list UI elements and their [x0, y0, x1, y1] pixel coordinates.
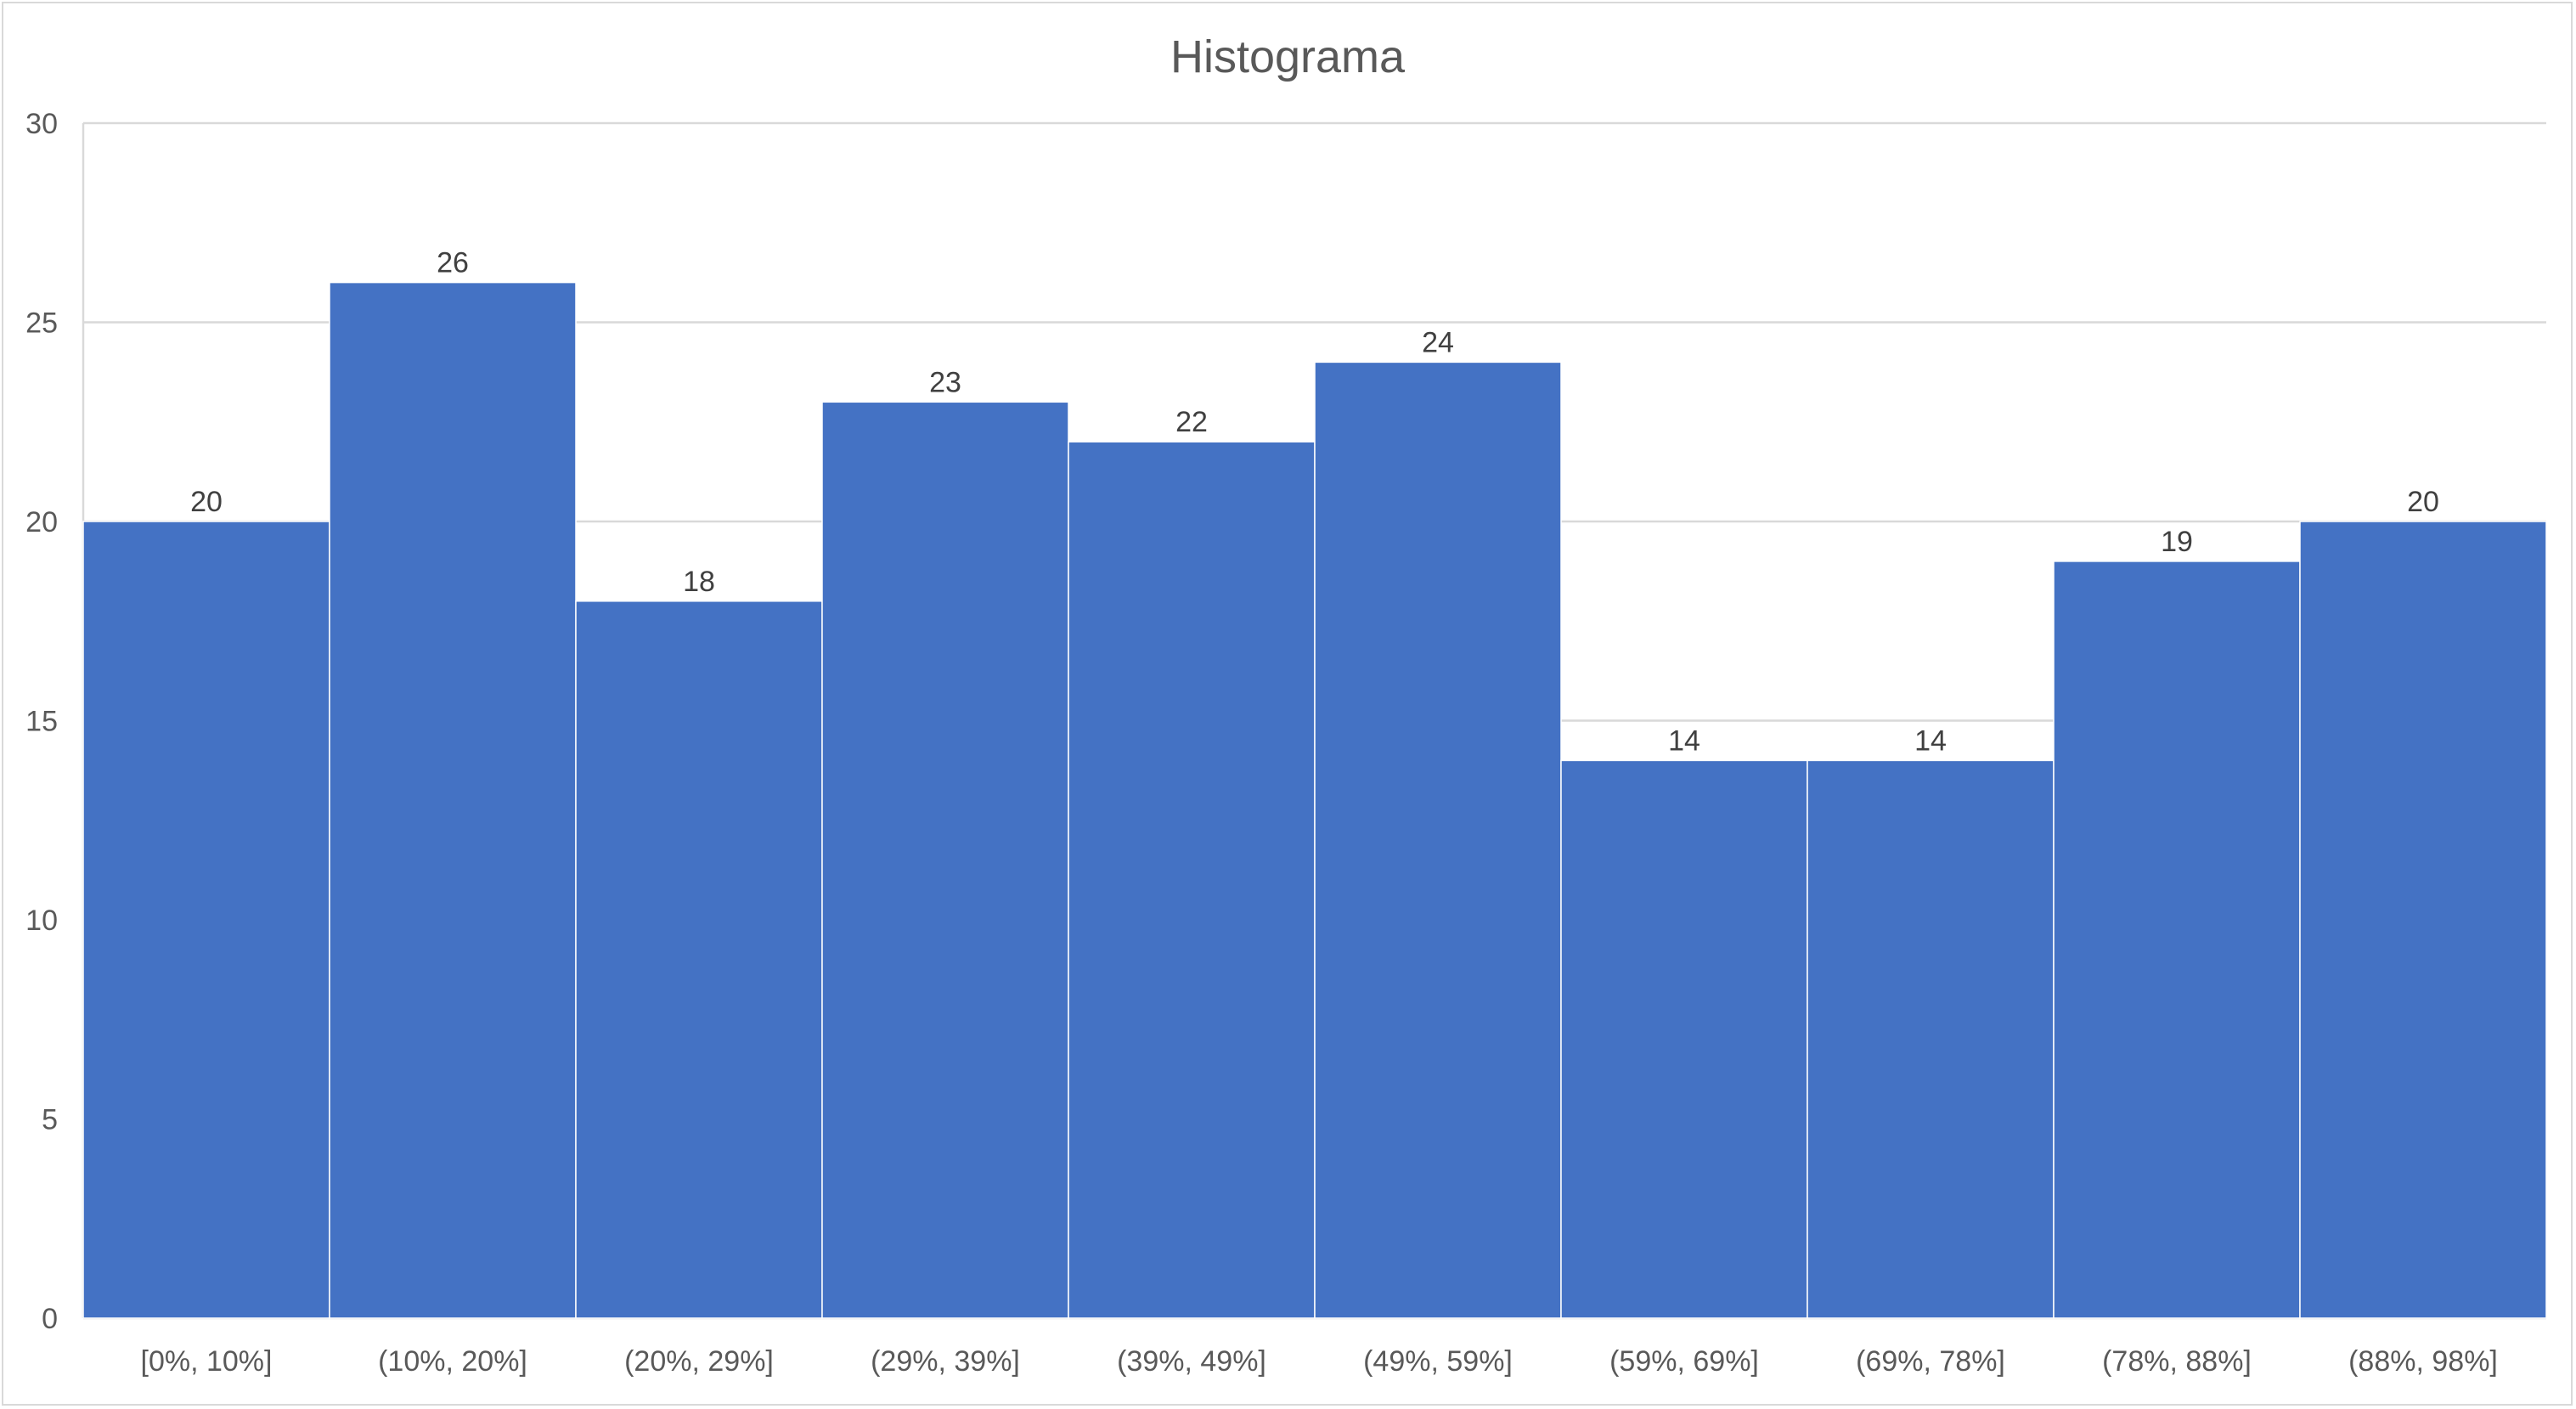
bar-value-label: 18 [683, 566, 715, 598]
x-tick-label: (59%, 69%] [1609, 1345, 1759, 1378]
bar-value-label: 20 [190, 486, 223, 518]
histogram-bar [2299, 521, 2547, 1319]
x-tick-label: (10%, 20%] [378, 1345, 527, 1378]
bar-value-label: 23 [929, 366, 961, 398]
y-axis-ticks: 0 5 10 15 20 25 30 [25, 108, 58, 1335]
x-tick-label: (88%, 98%] [2348, 1345, 2498, 1378]
bar-value-label: 20 [2407, 486, 2439, 518]
x-tick-label: (78%, 88%] [2102, 1345, 2252, 1378]
histogram-bar [1560, 759, 1808, 1319]
histogram-bar [82, 521, 330, 1319]
bars [82, 281, 2547, 1319]
x-tick-label: (39%, 49%] [1117, 1345, 1266, 1378]
bar-value-label: 19 [2161, 526, 2193, 558]
histogram-bar [1314, 361, 1562, 1319]
y-tick-label: 20 [25, 506, 58, 538]
bar-value-label: 22 [1175, 406, 1208, 438]
chart-title: Histograma [1170, 31, 1406, 82]
histogram-bar [1807, 759, 2055, 1319]
y-tick-label: 30 [25, 108, 58, 140]
x-tick-label: (29%, 39%] [871, 1345, 1020, 1378]
y-tick-label: 5 [42, 1104, 58, 1136]
histogram-bar [329, 281, 577, 1319]
x-tick-label: [0%, 10%] [141, 1345, 273, 1378]
y-tick-label: 25 [25, 307, 58, 340]
x-axis-ticks: [0%, 10%] (10%, 20%] (20%, 29%] (29%, 39%] (… [141, 1345, 2498, 1378]
y-tick-label: 10 [25, 905, 58, 937]
x-tick-label: (69%, 78%] [1856, 1345, 2005, 1378]
histogram-bar [1068, 441, 1316, 1319]
x-tick-label: (49%, 59%] [1363, 1345, 1513, 1378]
x-tick-label: (20%, 29%] [624, 1345, 774, 1378]
bar-value-label: 14 [1668, 724, 1700, 757]
histogram-bar [575, 600, 823, 1319]
histogram-bar [821, 401, 1069, 1319]
data-labels: 20 26 18 23 22 24 14 14 19 20 [190, 247, 2439, 758]
y-tick-label: 0 [42, 1303, 58, 1335]
y-tick-label: 15 [25, 706, 58, 738]
bar-value-label: 14 [1914, 724, 1947, 757]
bar-value-label: 24 [1422, 326, 1454, 358]
bar-value-label: 26 [437, 247, 469, 279]
histogram-bar [2053, 561, 2301, 1319]
